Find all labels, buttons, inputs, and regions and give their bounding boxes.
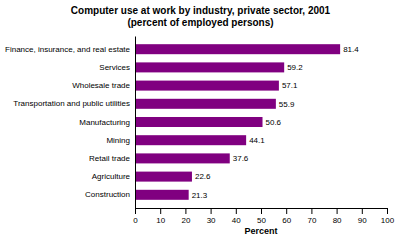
tick-label: 80 <box>333 216 342 225</box>
tick-label: Services <box>99 63 130 72</box>
tick-label: 70 <box>307 216 316 225</box>
tick-label: 0 <box>133 216 138 225</box>
bar <box>135 44 340 54</box>
bar <box>135 190 189 200</box>
tick-label: Agriculture <box>92 172 131 181</box>
x-axis-title: Percent <box>244 226 277 236</box>
data-labels: 81.4 59.2 57.1 55.9 50.644.137.6 22.6 21.3 <box>192 45 360 200</box>
data-label: 57.1 <box>282 81 298 90</box>
tick-label: Mining <box>106 136 130 145</box>
bar <box>135 62 284 72</box>
tick: 10 <box>156 208 165 225</box>
tick-label: Manufacturing <box>79 118 130 127</box>
tick: Services <box>99 63 130 72</box>
bar <box>135 117 263 127</box>
tick: 40 <box>232 208 241 225</box>
tick-label: 60 <box>282 216 291 225</box>
tick: 60 <box>282 208 291 225</box>
tick-line <box>387 208 388 214</box>
tick-label: 10 <box>156 216 165 225</box>
tick-line <box>261 208 262 214</box>
bar <box>135 99 276 109</box>
data-label: 22.6 <box>195 172 211 181</box>
tick-label: Retail trade <box>89 154 130 163</box>
tick-line <box>185 208 186 214</box>
tick-line <box>311 208 312 214</box>
y-axis: Finance, insurance, and real estate Servi… <box>5 37 135 209</box>
bar <box>135 172 192 182</box>
tick-line <box>337 208 338 214</box>
tick: Manufacturing <box>79 118 130 127</box>
tick-label: 90 <box>358 216 367 225</box>
axis-line <box>136 209 388 215</box>
bar <box>135 135 246 145</box>
tick-label: Transportation and public utilities <box>13 99 130 108</box>
data-label: 37.6 <box>233 154 249 163</box>
tick-label: Wholesale trade <box>72 81 130 90</box>
tick: Wholesale trade <box>72 81 130 90</box>
tick-label: 20 <box>181 216 190 225</box>
x-axis: 0 10 20 30 40 50 60 70 80 90 100 <box>133 208 394 225</box>
tick-label: Finance, insurance, and real estate <box>5 45 131 54</box>
tick: 80 <box>333 208 342 225</box>
tick-line <box>135 208 136 214</box>
data-label: 50.6 <box>266 118 282 127</box>
tick: 20 <box>181 208 190 225</box>
tick: 0 <box>133 208 138 225</box>
tick: Transportation and public utilities <box>13 99 130 108</box>
tick-line <box>236 208 237 214</box>
title: Computer use at work by industry, privat… <box>71 5 331 28</box>
tick-line <box>160 208 161 214</box>
tick: 100 <box>381 208 395 225</box>
tick-label: 40 <box>232 216 241 225</box>
axis-line <box>135 37 136 209</box>
data-label: 21.3 <box>192 191 208 200</box>
tick: 30 <box>207 208 216 225</box>
data-label: 44.1 <box>249 136 265 145</box>
tick: Construction <box>85 190 130 199</box>
tick-label: 50 <box>257 216 266 225</box>
data-label: 81.4 <box>343 45 359 54</box>
data-label: 59.2 <box>287 63 303 72</box>
tick: 50 <box>257 208 266 225</box>
tick-line <box>286 208 287 214</box>
bar <box>135 81 279 91</box>
tick: Agriculture <box>92 172 131 181</box>
tick: Retail trade <box>89 154 130 163</box>
tick: 70 <box>307 208 316 225</box>
tick-line <box>211 208 212 214</box>
chart: Computer use at work by industry, privat… <box>0 0 401 238</box>
data-label: 55.9 <box>279 100 295 109</box>
plot: 0 10 20 30 40 50 60 70 80 90 100 Finance, insurance… <box>5 37 395 225</box>
tick-line <box>362 208 363 214</box>
tick: Finance, insurance, and real estate <box>5 45 131 54</box>
tick: Mining <box>106 136 130 145</box>
tick-label: Construction <box>85 190 130 199</box>
tick-label: 30 <box>207 216 216 225</box>
bars <box>135 44 340 200</box>
bar <box>135 153 230 163</box>
tick-label: 100 <box>381 216 395 225</box>
tick: 90 <box>358 208 367 225</box>
